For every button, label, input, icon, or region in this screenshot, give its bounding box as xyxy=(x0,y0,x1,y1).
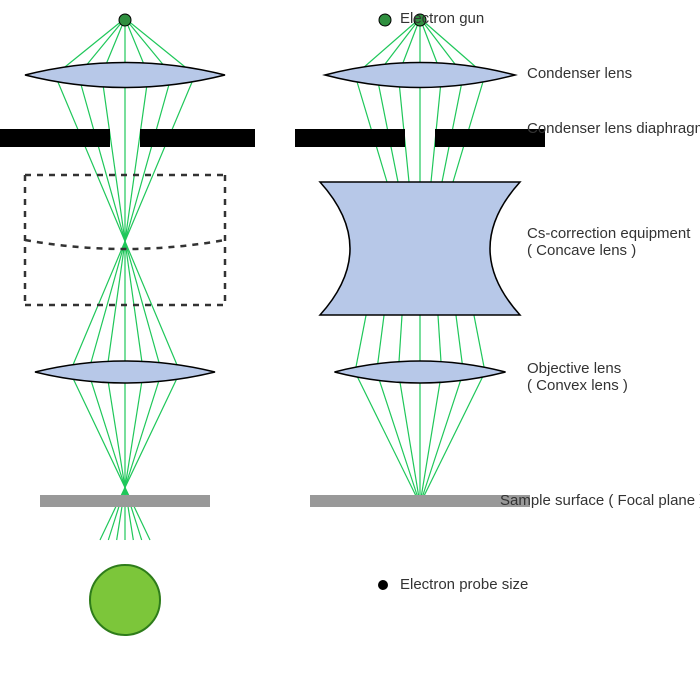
electron-microscope-diagram xyxy=(0,0,700,700)
label-electron-gun: Electron gun xyxy=(400,10,484,27)
label-objective: Objective lens ( Convex lens ) xyxy=(527,360,628,394)
label-cs-correction: Cs-correction equipment ( Concave lens ) xyxy=(527,225,690,259)
label-diaphragm: Condenser lens diaphragm xyxy=(527,120,700,137)
label-probe-size: Electron probe size xyxy=(400,576,528,593)
label-sample: Sample surface ( Focal plane ) xyxy=(500,492,700,509)
label-condenser-lens: Condenser lens xyxy=(527,65,632,82)
